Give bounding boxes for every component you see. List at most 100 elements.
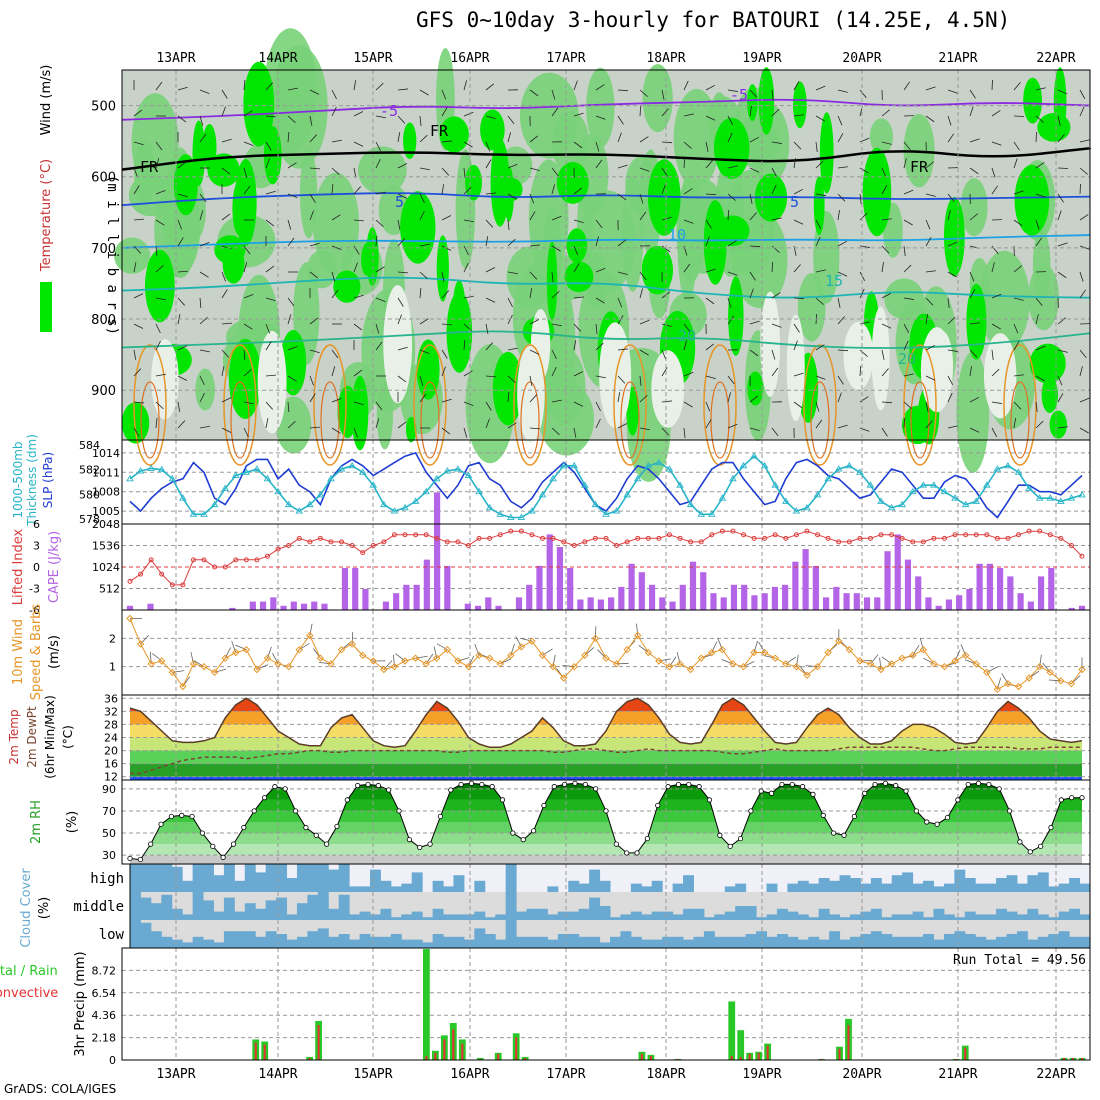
cloud-cell: [547, 886, 559, 892]
cloud-cell: [850, 936, 861, 948]
wind-marker: [464, 662, 473, 671]
rh-marker: [334, 823, 340, 830]
cloud-cell: [1048, 934, 1060, 948]
wind-marker: [295, 645, 303, 654]
rh-marker: [913, 808, 920, 814]
cloud-cell: [891, 914, 903, 920]
rh-patch-high: [966, 283, 987, 360]
thickness-marker: [464, 471, 473, 478]
thickness-marker: [961, 500, 970, 508]
cloud-cell: [1006, 934, 1018, 948]
wind-barb: [375, 115, 386, 119]
wind-barb: [595, 267, 606, 273]
wind-barb: [947, 349, 958, 352]
y-tick-label: 36: [104, 692, 118, 705]
wind-barb: [375, 82, 384, 91]
thickness-marker: [612, 507, 621, 514]
cloud-cell: [213, 911, 225, 920]
wind-barb: [463, 401, 474, 406]
lifted-marker: [487, 535, 493, 541]
wind-barb: [287, 346, 298, 351]
cloud-cell: [745, 906, 757, 920]
thickness-marker: [760, 461, 769, 469]
rh-patch-high: [1023, 77, 1043, 124]
wind-barb: [991, 79, 993, 91]
cloud-cell: [891, 875, 903, 892]
wind-barb: [309, 349, 320, 354]
cloud-cell: [787, 911, 799, 920]
cloud-cell: [870, 931, 882, 948]
panel-frame: [121, 609, 1091, 696]
cloud-cell: [401, 883, 413, 892]
cloud-cell: [996, 908, 1008, 920]
wind-marker: [623, 645, 631, 654]
wind-barb: [639, 375, 642, 386]
wind-barb: [925, 270, 936, 273]
wind-barb: [177, 297, 185, 306]
cape-bar: [290, 601, 297, 610]
wind-barb: [881, 141, 892, 145]
wind-marker: [263, 654, 272, 662]
wind-barb: [221, 397, 232, 403]
date-label-top: 13APR: [156, 51, 195, 66]
wind-marker: [877, 665, 885, 674]
rh-marker: [1038, 843, 1044, 849]
wind-barb: [837, 240, 848, 247]
axes-layer: 13APR13APR14APR14APR15APR15APR16APR16APR…: [156, 51, 1075, 1082]
cloud-cell: [578, 936, 590, 948]
date-label-top: 21APR: [938, 51, 977, 66]
date-label-bottom: 19APR: [742, 1067, 781, 1082]
wind-marker: [803, 671, 811, 679]
wind-marker: [189, 660, 198, 668]
thickness-marker: [898, 500, 906, 508]
rh-patch-high: [361, 242, 373, 276]
rh-band: [130, 855, 1082, 864]
wind-barb: [287, 132, 290, 143]
wind-barb: [397, 219, 401, 230]
wind-barb: [1079, 271, 1084, 282]
wind-barb: [947, 210, 951, 221]
rh-marker: [582, 781, 588, 788]
warm-contour: [140, 381, 160, 459]
wind-barb: [617, 375, 626, 384]
cloud-cell: [317, 864, 329, 892]
cloud-cell: [683, 939, 694, 948]
cloud-cell: [422, 917, 434, 920]
cloud-cell: [943, 914, 955, 920]
thickness-marker: [454, 465, 462, 472]
wind-barb: [683, 323, 691, 333]
wind-barb: [319, 661, 332, 665]
cape-bar: [321, 603, 328, 610]
lifted-marker: [635, 535, 641, 541]
wind-marker: [1078, 665, 1086, 674]
side-label-li: Lifted Index: [11, 528, 26, 605]
thickness-marker: [697, 510, 705, 517]
wind-barb: [727, 209, 730, 221]
wind-barb: [837, 89, 848, 93]
wind-barb: [705, 343, 715, 351]
lifted-marker: [391, 532, 397, 538]
cloud-cell: [286, 878, 298, 892]
wind-barb: [1057, 193, 1064, 203]
cape-bar: [229, 607, 236, 610]
cloud-cell: [870, 878, 882, 892]
wind-barb: [903, 219, 913, 226]
wind-barb: [375, 236, 378, 247]
wind-barb: [1079, 139, 1090, 143]
rh-marker: [686, 781, 692, 788]
precip-conv-bar: [676, 1058, 679, 1060]
cloud-cell: [296, 903, 308, 920]
rh-bands: [130, 783, 1082, 864]
wind-barb: [397, 163, 408, 169]
wind-barb: [177, 345, 188, 351]
date-label-top: 18APR: [646, 51, 685, 66]
wind-marker: [496, 660, 504, 668]
cloud-cell: [317, 892, 329, 920]
wind-marker: [951, 657, 959, 665]
lifted-marker: [941, 535, 947, 541]
cape-bar: [986, 563, 993, 610]
precip-conv-bar: [748, 1053, 751, 1060]
wind-barb: [1013, 297, 1024, 301]
lifted-marker: [561, 539, 567, 545]
rh-marker: [168, 813, 174, 820]
